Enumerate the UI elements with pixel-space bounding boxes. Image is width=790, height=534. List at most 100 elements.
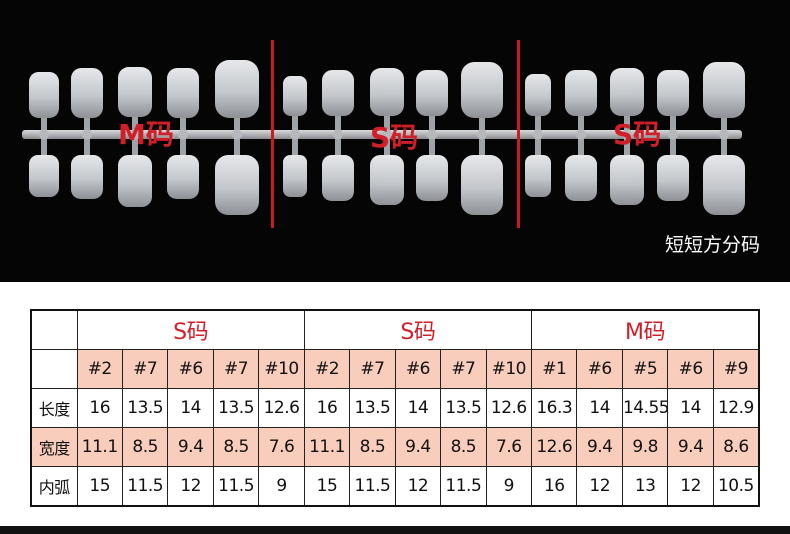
size-spec-table: S码 S码 M码 #2 #7 #6 #7 #10 #2 #7 #6 #7 #10 #1 #6 #5 #6 #…	[30, 309, 760, 507]
nail-tip	[565, 155, 597, 201]
rod-knob	[82, 129, 92, 140]
value-cell: 12	[576, 466, 623, 507]
value-cell: 11.1	[303, 427, 351, 467]
rod-knob	[533, 129, 543, 140]
rod-knob	[719, 129, 729, 140]
value-cell: 9	[258, 466, 305, 507]
nail-stem	[132, 137, 138, 157]
group-header: S码	[303, 309, 533, 350]
corner-cell	[30, 309, 78, 350]
value-cell: 9.8	[621, 427, 669, 467]
nail-tip	[29, 72, 59, 118]
nail-stem	[535, 114, 541, 134]
nail-stem	[721, 116, 727, 134]
rod-knob	[333, 129, 343, 140]
rod-knob	[290, 129, 300, 140]
nail-stem	[234, 137, 240, 157]
rod-knob	[382, 129, 392, 140]
table-row: 内弧 15 11.5 12 11.5 9 15 11.5 12 11.5 9 16 12 13 12 10.…	[30, 466, 760, 507]
value-cell: 8.6	[712, 427, 760, 467]
nail-tip	[71, 155, 103, 199]
size-number-cell: #7	[212, 349, 260, 389]
row-label: 宽度	[30, 427, 78, 467]
row-label: 内弧	[30, 466, 78, 507]
nail-tip	[283, 76, 307, 116]
value-cell: 12	[394, 466, 442, 507]
value-cell: 11.1	[76, 427, 123, 467]
size-number-cell: #7	[349, 349, 396, 389]
nail-tip	[565, 70, 597, 116]
nail-tip	[370, 68, 404, 116]
nail-tip	[416, 70, 448, 116]
rod-knob	[39, 129, 49, 140]
value-cell: 16	[76, 388, 123, 428]
rod-knob	[232, 129, 242, 140]
value-cell: 8.5	[440, 427, 487, 467]
size-number-cell: #2	[303, 349, 351, 389]
size-number-cell: #5	[621, 349, 669, 389]
nail-stem	[335, 114, 341, 134]
value-cell: 13.5	[121, 388, 169, 428]
size-label-s-1: S码	[370, 121, 419, 154]
group-header-row: S码 S码 M码	[30, 309, 760, 350]
value-cell: 12	[167, 466, 214, 507]
nail-tip	[610, 68, 644, 116]
nail-tip	[703, 155, 745, 215]
value-cell: 8.5	[349, 427, 396, 467]
value-cell: 12	[667, 466, 714, 507]
value-cell: 9	[485, 466, 533, 507]
group-header: S码	[76, 309, 305, 350]
nail-stem	[429, 114, 435, 134]
size-number-cell: #10	[485, 349, 533, 389]
nail-stem	[132, 115, 138, 134]
value-cell: 14	[667, 388, 714, 428]
nail-tip	[283, 155, 307, 197]
nail-stem	[578, 114, 584, 134]
rod-knob	[130, 129, 140, 140]
group-header: M码	[531, 309, 760, 350]
nail-tip	[215, 155, 259, 215]
value-cell: 12.6	[531, 427, 578, 467]
photo-caption: 短短方分码	[664, 234, 760, 256]
size-number-cell: #6	[667, 349, 714, 389]
value-cell: 7.6	[485, 427, 533, 467]
nail-stem	[84, 137, 90, 157]
nail-stem	[384, 114, 390, 134]
nail-tip	[71, 68, 103, 118]
value-cell: 14	[576, 388, 623, 428]
nail-tip	[525, 74, 551, 116]
value-cell: 9.4	[394, 427, 442, 467]
value-cell: 11.5	[212, 466, 260, 507]
size-number-cell: #6	[394, 349, 442, 389]
rod-knob	[668, 129, 678, 140]
size-number-cell: #7	[440, 349, 487, 389]
nail-stem	[41, 116, 47, 134]
value-cell: 8.5	[212, 427, 260, 467]
nail-stem	[670, 114, 676, 134]
nail-tips-photo: M码 S码 S码 短短方分码	[0, 0, 790, 282]
bottom-border-bar	[0, 526, 790, 534]
nail-stem	[721, 137, 727, 157]
size-number-cell: #7	[121, 349, 169, 389]
nail-tip	[370, 155, 404, 205]
value-cell: 16	[303, 388, 351, 428]
nail-tip	[322, 70, 354, 116]
nail-stem	[429, 137, 435, 157]
rod-knob	[576, 129, 586, 140]
nail-stem	[535, 137, 541, 157]
corner-cell	[30, 349, 78, 389]
size-number-cell: #9	[712, 349, 760, 389]
table-row: 长度 16 13.5 14 13.5 12.6 16 13.5 14 13.5 12.6 16.3 1…	[30, 388, 760, 428]
nail-tip	[167, 155, 199, 199]
nail-tip	[657, 70, 689, 116]
value-cell: 12.6	[485, 388, 533, 428]
size-number-row: #2 #7 #6 #7 #10 #2 #7 #6 #7 #10 #1 #6 #5 #6 #9	[30, 349, 760, 389]
nail-tip	[215, 60, 259, 118]
nail-stem	[180, 116, 186, 134]
nail-stem	[234, 116, 240, 134]
nail-stem	[624, 137, 630, 157]
nail-stem	[292, 137, 298, 157]
value-cell: 11.5	[349, 466, 396, 507]
value-cell: 13	[621, 466, 669, 507]
nail-tip	[525, 155, 551, 197]
